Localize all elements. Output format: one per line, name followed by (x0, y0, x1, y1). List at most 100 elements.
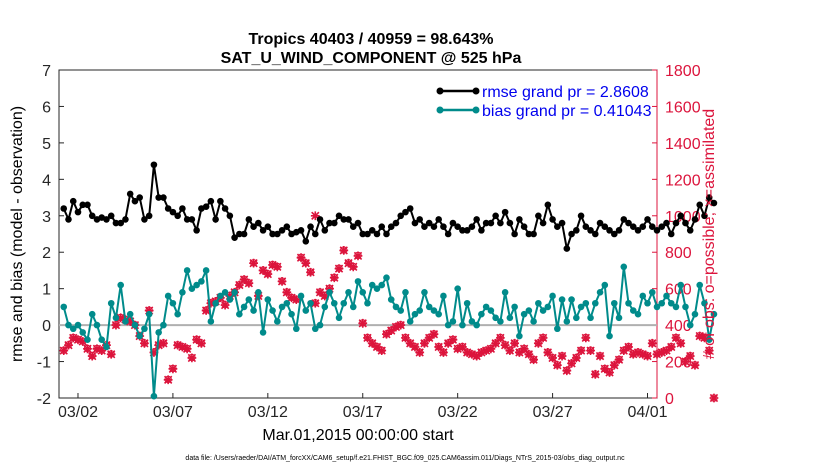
rmse-point (79, 201, 87, 209)
obs-assimilated-marker (192, 335, 202, 345)
bias-point (487, 307, 495, 314)
bias-point (554, 325, 561, 333)
obs-assimilated-marker (462, 348, 472, 357)
obs-assimilated-marker (415, 348, 425, 357)
bias-point (639, 292, 647, 300)
bias-point (231, 289, 238, 296)
obs-assimilated-marker (624, 342, 633, 352)
obs-assimilated-marker (524, 349, 534, 359)
obs-possible-marker (472, 352, 481, 360)
y2-axis-label: # of obs: o=possible; ×=assimilated (701, 109, 718, 359)
obs-possible-marker (620, 346, 628, 354)
bias-point (601, 281, 609, 289)
x-tick-label: 03/22 (438, 404, 478, 421)
obs-possible-marker (112, 321, 120, 329)
obs-assimilated-marker (429, 329, 439, 339)
obs-assimilated-marker (643, 351, 652, 361)
obs-possible-marker (363, 333, 372, 342)
obs-possible-marker (610, 361, 618, 369)
bias-point (245, 296, 253, 303)
rmse-point (60, 205, 68, 212)
obs-assimilated-marker (282, 287, 292, 297)
obs-assimilated-marker (657, 348, 667, 357)
rmse-point (141, 216, 148, 223)
rmse-point (174, 212, 181, 220)
obs-possible-marker (192, 335, 201, 344)
obs-possible-marker (586, 346, 595, 354)
obs-possible-marker (539, 333, 547, 342)
bias-point (663, 292, 670, 300)
bias-point (596, 289, 604, 296)
rmse-point (402, 208, 409, 216)
obs-possible-marker (506, 346, 514, 354)
obs-assimilated-marker (405, 338, 415, 348)
obs-possible-marker (378, 346, 386, 354)
obs-possible-marker (373, 342, 381, 351)
obs-assimilated-marker (458, 342, 467, 352)
rmse-point (297, 227, 305, 234)
obs-possible-marker (415, 348, 424, 356)
obs-possible-marker (335, 264, 343, 272)
rmse-point (648, 223, 656, 231)
obs-assimilated-marker (424, 333, 434, 343)
bias-point (634, 310, 642, 318)
bias-point (264, 296, 272, 303)
obs-assimilated-marker (344, 258, 353, 268)
legend-bias-marker (436, 106, 444, 114)
obs-possible-marker (601, 364, 609, 373)
x-tick-label: 03/27 (533, 404, 573, 421)
obs-assimilated-marker (144, 306, 154, 315)
rmse-point (359, 230, 367, 238)
obs-assimilated-marker (182, 344, 192, 354)
obs-possible-marker (544, 348, 552, 356)
bias-point (155, 329, 162, 336)
bias-point (577, 303, 585, 311)
bias-point (221, 289, 229, 296)
x-tick-label: 03/02 (58, 404, 98, 421)
obs-possible-marker (245, 279, 253, 287)
rmse-point (179, 205, 186, 212)
bias-point (449, 318, 457, 325)
obs-assimilated-marker (296, 253, 306, 263)
obs-possible-marker (297, 253, 305, 262)
obs-assimilated-marker (495, 333, 505, 343)
y-tick-label: 7 (42, 63, 51, 80)
bias-point (691, 310, 699, 318)
rmse-point (373, 230, 381, 238)
bias-point (672, 303, 680, 311)
obs-assimilated-marker (329, 273, 339, 283)
rmse-point (155, 194, 162, 201)
bias-point (126, 310, 134, 318)
obs-possible-marker (349, 262, 357, 271)
obs-possible-marker (468, 350, 476, 358)
bias-point (84, 336, 91, 343)
obs-possible-marker (64, 341, 73, 349)
bias-point (321, 303, 329, 311)
obs-assimilated-marker (173, 340, 183, 350)
bias-point (478, 310, 485, 318)
bias-point (269, 307, 276, 314)
obs-assimilated-marker (196, 338, 206, 348)
bias-point (473, 321, 480, 329)
obs-assimilated-marker (619, 346, 629, 356)
obs-possible-marker (302, 259, 310, 267)
bias-point (406, 318, 414, 325)
obs-assimilated-marker (519, 344, 529, 354)
bias-point (107, 299, 115, 307)
obs-assimilated-marker (73, 335, 83, 345)
obs-assimilated-marker (201, 306, 211, 315)
bias-point (615, 314, 623, 322)
rmse-point (217, 197, 224, 205)
obs-assimilated-marker (372, 342, 382, 352)
obs-assimilated-marker (111, 320, 121, 330)
rmse-point (710, 199, 718, 207)
y-tick-label: -1 (37, 355, 51, 372)
bias-point (492, 314, 499, 322)
obs-possible-marker (178, 342, 187, 351)
obs-possible-marker (648, 339, 656, 347)
rmse-point (221, 205, 229, 212)
obs-assimilated-marker (263, 269, 273, 279)
obs-possible-marker (491, 339, 500, 347)
obs-assimilated-series (59, 211, 719, 403)
rmse-point (231, 234, 238, 241)
